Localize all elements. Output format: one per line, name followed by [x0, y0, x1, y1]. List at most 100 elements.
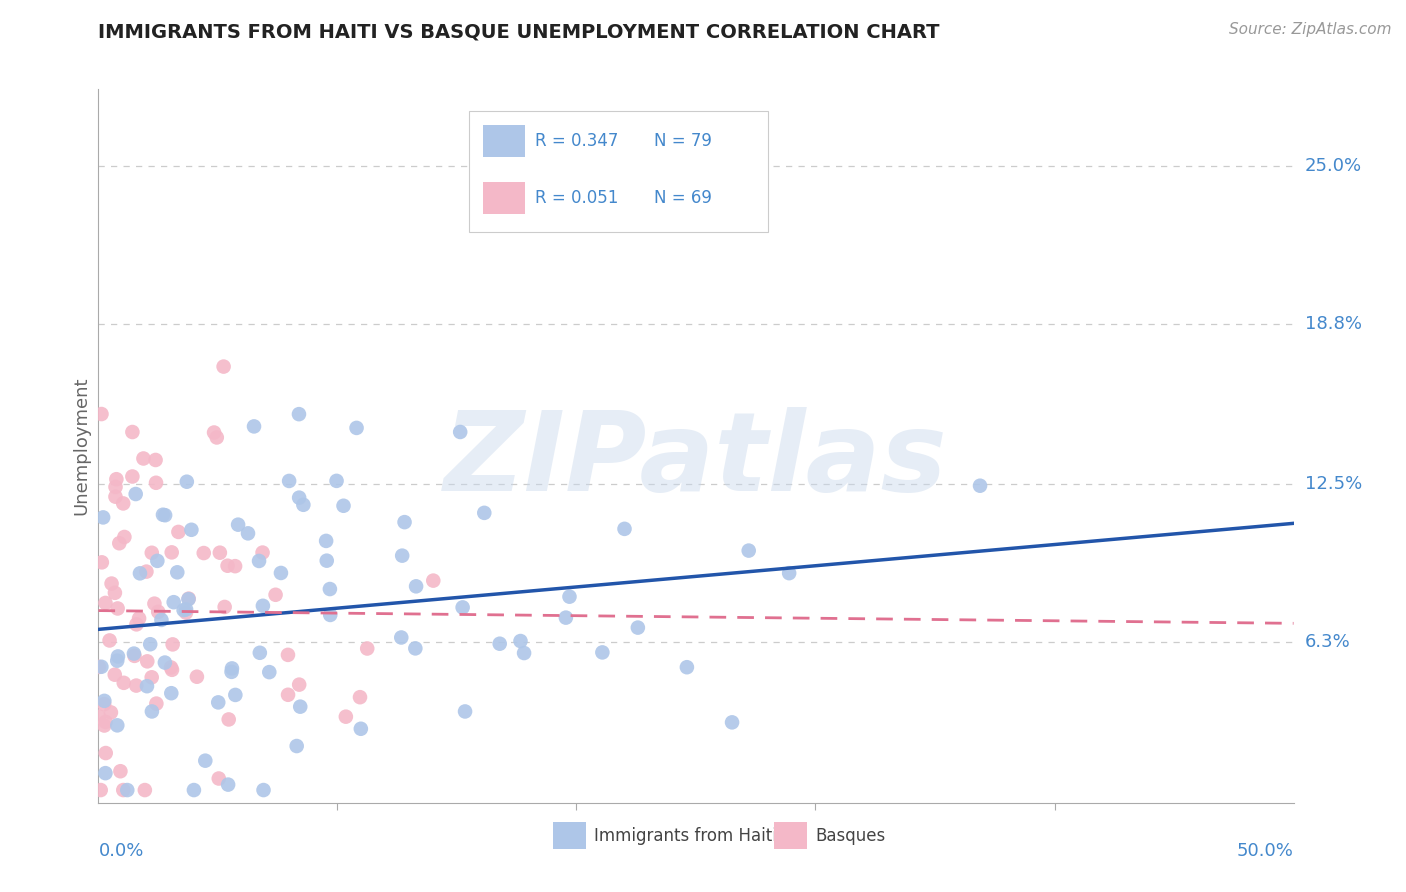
Point: [128, 611, 150, 625]
Point: [104, 586, 127, 600]
Point: [94, 714, 117, 729]
Point: [110, 764, 132, 779]
Bar: [553, 822, 586, 849]
Point: [107, 601, 129, 615]
Point: [163, 595, 186, 609]
Point: [472, 506, 495, 520]
Point: [105, 472, 128, 486]
Point: [778, 566, 800, 581]
Point: [153, 508, 176, 523]
Point: [143, 597, 166, 611]
Point: [145, 475, 167, 490]
Point: [221, 665, 243, 679]
Point: [285, 739, 308, 753]
Point: [224, 559, 246, 574]
Point: [205, 430, 228, 444]
Point: [134, 783, 156, 797]
Text: 18.8%: 18.8%: [1305, 315, 1361, 333]
Point: [105, 654, 128, 668]
Text: N = 69: N = 69: [654, 189, 711, 207]
Point: [148, 605, 170, 619]
Point: [90, 407, 112, 421]
Point: [180, 523, 202, 537]
Point: [112, 676, 135, 690]
Point: [121, 469, 143, 483]
Point: [721, 715, 744, 730]
Point: [94, 766, 117, 780]
Point: [513, 646, 536, 660]
Point: [288, 491, 311, 505]
Point: [129, 566, 152, 581]
Point: [194, 754, 217, 768]
Point: [236, 526, 259, 541]
Point: [404, 641, 426, 656]
Point: [288, 407, 311, 421]
Point: [270, 566, 292, 580]
Point: [247, 554, 270, 568]
Point: [449, 425, 471, 439]
Point: [90, 660, 112, 674]
Point: [94, 596, 117, 610]
Point: [124, 648, 146, 663]
Point: [112, 496, 135, 510]
Point: [214, 599, 236, 614]
Point: [292, 498, 315, 512]
Point: [217, 778, 239, 792]
Point: [87, 660, 110, 674]
Text: 12.5%: 12.5%: [1305, 475, 1362, 493]
Point: [259, 665, 281, 680]
Point: [183, 783, 205, 797]
Point: [217, 558, 239, 573]
Point: [202, 425, 225, 440]
Point: [176, 475, 198, 489]
Point: [141, 546, 163, 560]
Text: 25.0%: 25.0%: [1305, 157, 1362, 175]
Point: [139, 637, 162, 651]
Point: [394, 515, 416, 529]
Point: [212, 359, 235, 374]
Point: [243, 419, 266, 434]
Point: [177, 591, 200, 606]
Point: [104, 667, 127, 681]
Bar: [470, 111, 768, 232]
Point: [208, 772, 231, 786]
Point: [173, 603, 195, 617]
Point: [350, 722, 373, 736]
Point: [117, 783, 139, 797]
Point: [160, 686, 183, 700]
Point: [325, 474, 347, 488]
Text: R = 0.051: R = 0.051: [534, 189, 619, 207]
Point: [90, 555, 112, 569]
Text: R = 0.347: R = 0.347: [534, 132, 619, 150]
Text: Basques: Basques: [815, 827, 886, 845]
Point: [226, 517, 249, 532]
Point: [93, 697, 115, 711]
Point: [125, 679, 148, 693]
Point: [738, 543, 761, 558]
Point: [319, 607, 342, 622]
Point: [319, 582, 342, 596]
Point: [145, 697, 167, 711]
Point: [141, 705, 163, 719]
Point: [104, 490, 127, 504]
Point: [104, 480, 127, 494]
Point: [315, 533, 337, 548]
Text: IMMIGRANTS FROM HAITI VS BASQUE UNEMPLOYMENT CORRELATION CHART: IMMIGRANTS FROM HAITI VS BASQUE UNEMPLOY…: [98, 22, 941, 41]
Text: ZIPatlas: ZIPatlas: [444, 407, 948, 514]
Point: [591, 645, 613, 659]
Point: [93, 694, 115, 708]
Point: [136, 654, 159, 668]
Point: [160, 663, 183, 677]
Point: [332, 499, 354, 513]
Point: [422, 574, 444, 588]
Point: [249, 646, 271, 660]
Point: [98, 633, 121, 648]
Point: [277, 648, 299, 662]
Point: [125, 487, 148, 501]
Point: [166, 566, 188, 580]
Point: [153, 656, 176, 670]
Point: [112, 530, 135, 544]
Point: [389, 631, 412, 645]
Point: [221, 661, 243, 675]
Point: [121, 425, 143, 439]
